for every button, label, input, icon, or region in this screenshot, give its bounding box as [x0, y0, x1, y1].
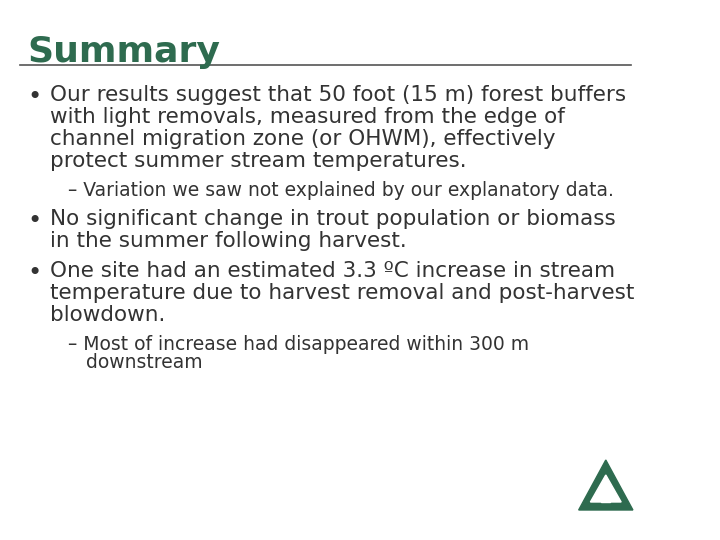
Polygon shape	[598, 480, 614, 492]
Text: •: •	[27, 85, 41, 109]
Text: Summary: Summary	[27, 35, 220, 69]
Text: protect summer stream temperatures.: protect summer stream temperatures.	[50, 151, 467, 171]
Text: Our results suggest that 50 foot (15 m) forest buffers: Our results suggest that 50 foot (15 m) …	[50, 85, 626, 105]
Text: – Variation we saw not explained by our explanatory data.: – Variation we saw not explained by our …	[68, 181, 613, 200]
Polygon shape	[590, 475, 621, 502]
Text: •: •	[27, 261, 41, 285]
Text: downstream: downstream	[68, 353, 202, 372]
Text: in the summer following harvest.: in the summer following harvest.	[50, 231, 407, 251]
Text: – Most of increase had disappeared within 300 m: – Most of increase had disappeared withi…	[68, 335, 529, 354]
Text: temperature due to harvest removal and post-harvest: temperature due to harvest removal and p…	[50, 283, 634, 303]
Polygon shape	[579, 460, 633, 510]
Text: with light removals, measured from the edge of: with light removals, measured from the e…	[50, 107, 564, 127]
Text: One site had an estimated 3.3 ºC increase in stream: One site had an estimated 3.3 ºC increas…	[50, 261, 615, 281]
Text: blowdown.: blowdown.	[50, 305, 165, 325]
Text: •: •	[27, 209, 41, 233]
Text: channel migration zone (or OHWM), effectively: channel migration zone (or OHWM), effect…	[50, 129, 555, 149]
Text: No significant change in trout population or biomass: No significant change in trout populatio…	[50, 209, 616, 229]
Polygon shape	[601, 492, 611, 502]
